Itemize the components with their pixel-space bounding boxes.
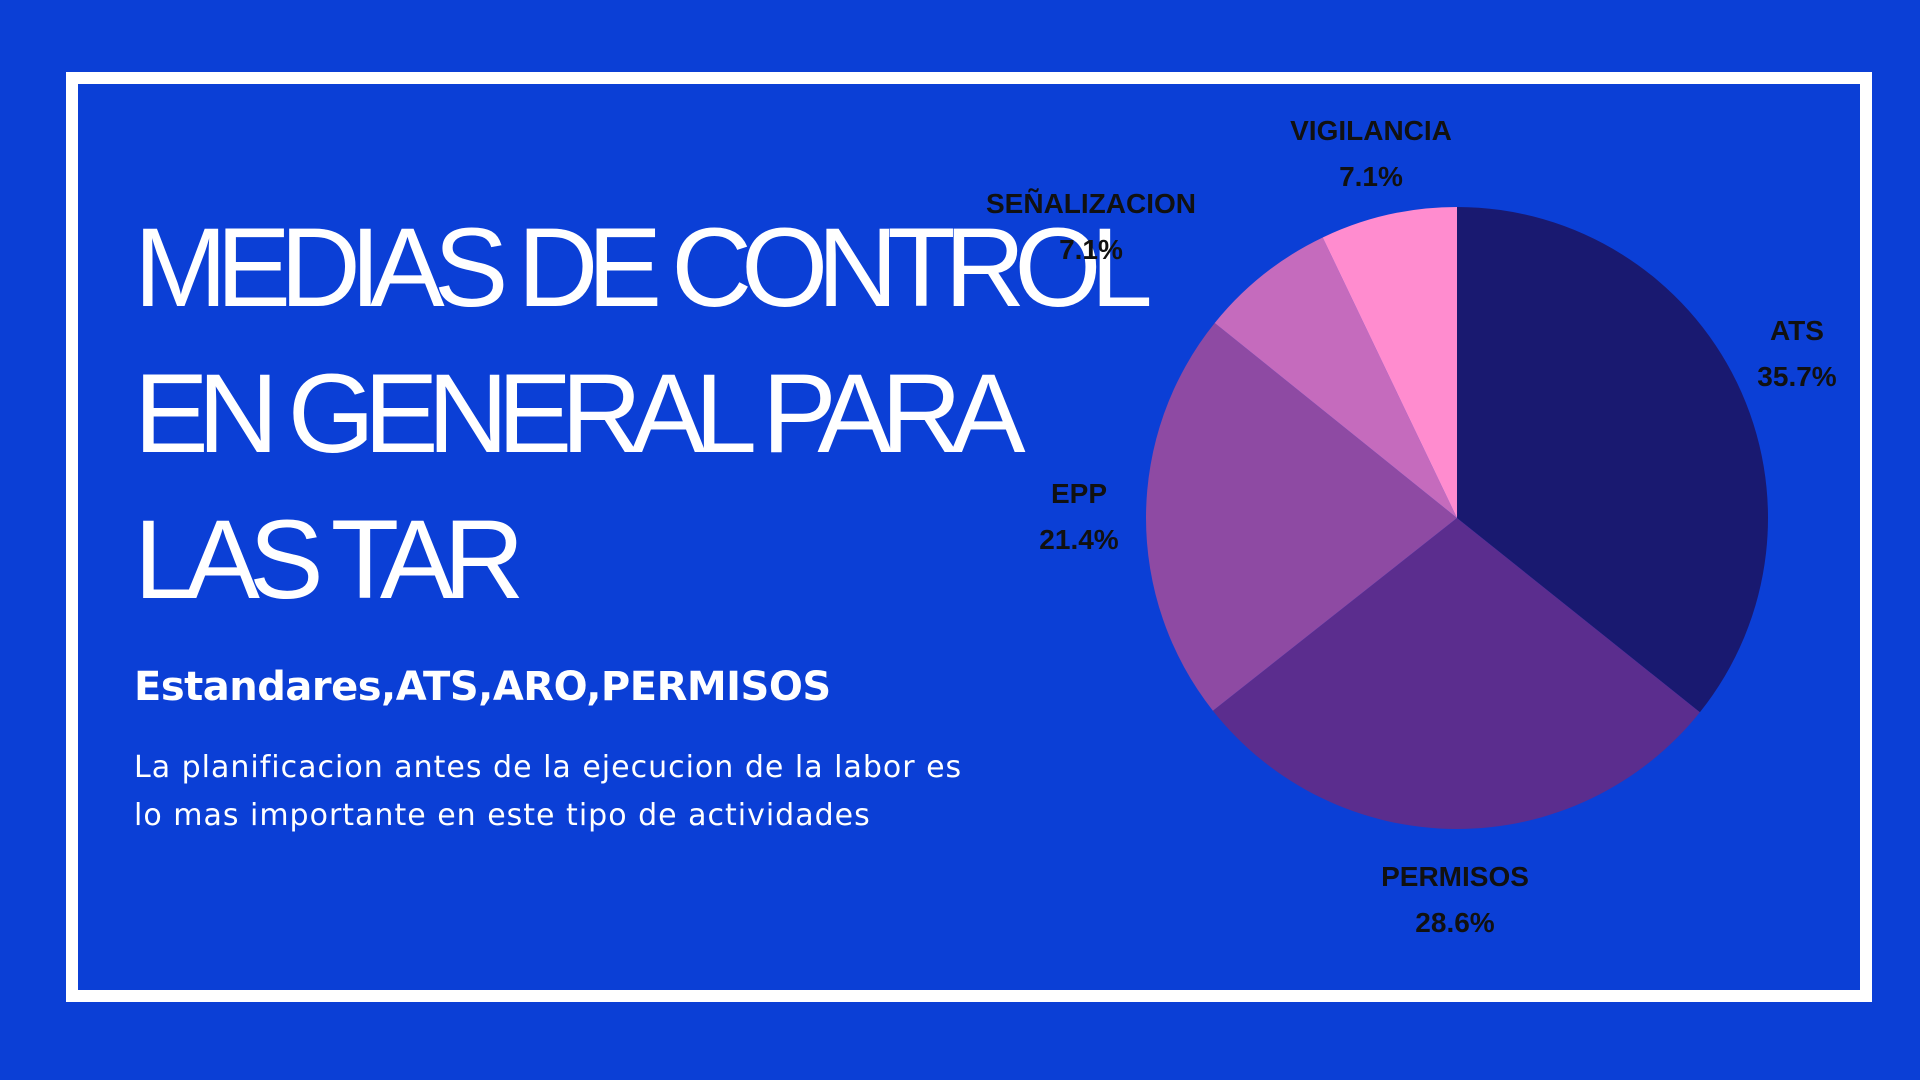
slice-label-epp: EPP (1051, 478, 1107, 509)
title-line-3: LAS TAR (134, 497, 524, 622)
slide-subtitle: Estandares,ATS,ARO,PERMISOS (134, 664, 831, 710)
pie-slice-ats (1457, 207, 1768, 713)
pie-slice-se-alizacion (1214, 237, 1457, 519)
title-line-2: EN GENERAL PARA (134, 351, 1026, 476)
slice-value-vigilancia: 7.1% (1339, 161, 1403, 192)
slice-label-vigilancia: VIGILANCIA (1290, 115, 1452, 146)
slice-value-epp: 21.4% (1039, 524, 1118, 555)
slide-frame (66, 72, 1872, 1002)
pie-slice-epp (1146, 323, 1457, 711)
slice-label-ats: ATS (1770, 315, 1824, 346)
slice-value-se-alizacion: 7.1% (1059, 234, 1123, 265)
body-line-1: La planificacion antes de la ejecucion d… (134, 750, 963, 785)
slice-value-ats: 35.7% (1757, 361, 1836, 392)
body-line-2: lo mas importante en este tipo de activi… (134, 798, 871, 833)
pie-slice-permisos (1212, 518, 1700, 830)
pie-slice-vigilancia (1322, 207, 1457, 518)
slice-label-se-alizacion: SEÑALIZACION (986, 188, 1196, 219)
slide-body: La planificacion antes de la ejecucion d… (134, 744, 1014, 840)
slice-label-permisos: PERMISOS (1381, 861, 1529, 892)
slice-value-permisos: 28.6% (1415, 907, 1494, 938)
